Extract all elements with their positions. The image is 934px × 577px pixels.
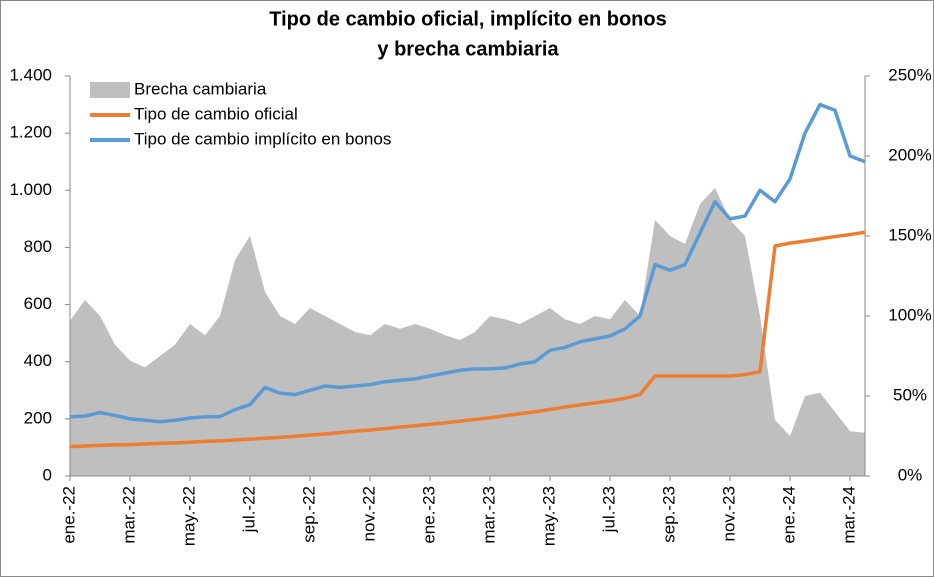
line <box>69 102 866 424</box>
y-tick-label: 400 <box>24 351 52 370</box>
x-tick-label: mar.-22 <box>119 486 138 544</box>
y-tick-label: 200 <box>24 408 52 427</box>
y2-tick-label: 50% <box>893 385 927 404</box>
area <box>70 188 865 476</box>
x-tick-label: nov.-22 <box>359 486 378 541</box>
y2-tick-label: 0% <box>898 465 923 484</box>
y2-tick-label: 200% <box>888 145 931 164</box>
x-tick-label: jul.-23 <box>599 486 618 533</box>
y-tick-label: 0 <box>43 465 52 484</box>
x-tick-label: ene.-23 <box>419 486 438 544</box>
x-tick-label: sep.-23 <box>659 486 678 543</box>
y-tick-label: 600 <box>24 294 52 313</box>
y-tick-label: 1.200 <box>9 123 52 142</box>
x-tick-label: sep.-22 <box>299 486 318 543</box>
x-tick-label: ene.-24 <box>779 486 798 544</box>
chart-title: y brecha cambiaria <box>377 38 559 60</box>
y-tick-label: 800 <box>24 237 52 256</box>
legend-label: Tipo de cambio implícito en bonos <box>134 129 391 148</box>
x-tick-label: nov.-23 <box>719 486 738 541</box>
line <box>69 230 866 449</box>
x-tick-label: mar.-24 <box>839 486 858 544</box>
y-tick-label: 1.400 <box>9 65 52 84</box>
y-tick-label: 1.000 <box>9 180 52 199</box>
x-tick-label: may.-23 <box>539 486 558 546</box>
legend-label: Tipo de cambio oficial <box>134 104 298 123</box>
x-tick-label: may.-22 <box>179 486 198 546</box>
chart-title: Tipo de cambio oficial, implícito en bon… <box>269 8 666 30</box>
y2-tick-label: 150% <box>888 225 931 244</box>
y2-tick-label: 250% <box>888 65 931 84</box>
legend-label: Brecha cambiaria <box>134 79 267 98</box>
y2-tick-label: 100% <box>888 305 931 324</box>
legend-swatch <box>90 82 130 98</box>
x-tick-label: mar.-23 <box>479 486 498 544</box>
x-tick-label: jul.-22 <box>239 486 258 533</box>
x-tick-label: ene.-22 <box>59 486 78 544</box>
